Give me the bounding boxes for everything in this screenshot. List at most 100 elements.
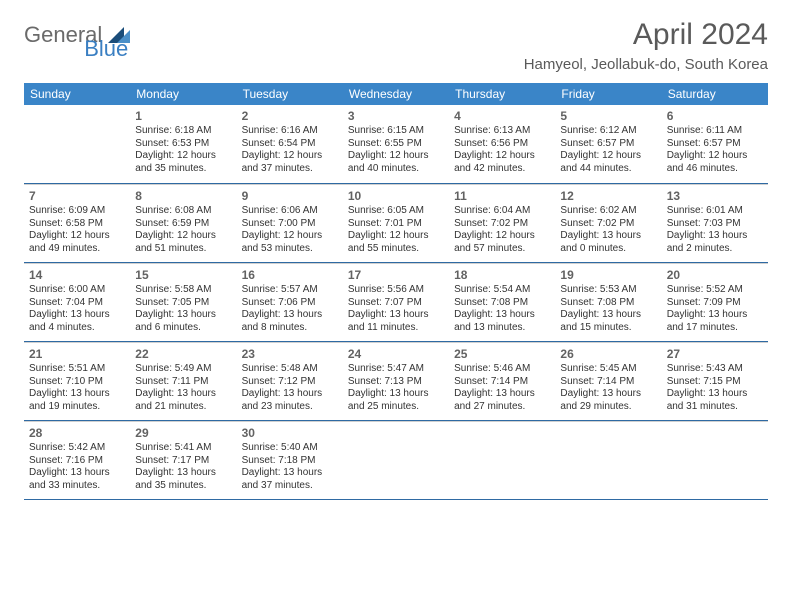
sunrise-text: Sunrise: 5:42 AM xyxy=(29,442,125,455)
sunrise-text: Sunrise: 5:47 AM xyxy=(348,363,444,376)
daylight-text: and 27 minutes. xyxy=(454,401,550,414)
sunrise-text: Sunrise: 6:04 AM xyxy=(454,205,550,218)
daylight-text: Daylight: 12 hours xyxy=(242,230,338,243)
daylight-text: and 21 minutes. xyxy=(135,401,231,414)
day-number: 11 xyxy=(454,189,550,203)
daylight-text: Daylight: 13 hours xyxy=(454,309,550,322)
daylight-text: Daylight: 12 hours xyxy=(348,230,444,243)
daylight-text: Daylight: 13 hours xyxy=(29,388,125,401)
sunrise-text: Sunrise: 5:56 AM xyxy=(348,284,444,297)
calendar-day-empty xyxy=(662,421,768,499)
day-number: 18 xyxy=(454,268,550,282)
calendar-day: 2Sunrise: 6:16 AMSunset: 6:54 PMDaylight… xyxy=(237,105,343,183)
day-number: 20 xyxy=(667,268,763,282)
calendar-day-empty xyxy=(449,421,555,499)
sunset-text: Sunset: 7:06 PM xyxy=(242,297,338,310)
sunrise-text: Sunrise: 5:49 AM xyxy=(135,363,231,376)
daylight-text: and 44 minutes. xyxy=(560,163,656,176)
sunrise-text: Sunrise: 5:52 AM xyxy=(667,284,763,297)
day-number: 15 xyxy=(135,268,231,282)
day-number: 10 xyxy=(348,189,444,203)
daylight-text: and 53 minutes. xyxy=(242,243,338,256)
sunrise-text: Sunrise: 5:53 AM xyxy=(560,284,656,297)
daylight-text: Daylight: 12 hours xyxy=(667,150,763,163)
calendar-day: 27Sunrise: 5:43 AMSunset: 7:15 PMDayligh… xyxy=(662,342,768,420)
day-number: 8 xyxy=(135,189,231,203)
day-number: 6 xyxy=(667,109,763,123)
day-number: 9 xyxy=(242,189,338,203)
calendar-day: 6Sunrise: 6:11 AMSunset: 6:57 PMDaylight… xyxy=(662,105,768,183)
daylight-text: and 35 minutes. xyxy=(135,480,231,493)
sunset-text: Sunset: 7:13 PM xyxy=(348,376,444,389)
daylight-text: Daylight: 13 hours xyxy=(454,388,550,401)
calendar-day: 14Sunrise: 6:00 AMSunset: 7:04 PMDayligh… xyxy=(24,263,130,341)
day-number: 28 xyxy=(29,426,125,440)
daylight-text: and 40 minutes. xyxy=(348,163,444,176)
daylight-text: Daylight: 13 hours xyxy=(560,230,656,243)
daylight-text: and 2 minutes. xyxy=(667,243,763,256)
daylight-text: Daylight: 13 hours xyxy=(348,388,444,401)
sunset-text: Sunset: 6:57 PM xyxy=(667,138,763,151)
daylight-text: and 51 minutes. xyxy=(135,243,231,256)
daylight-text: Daylight: 13 hours xyxy=(135,388,231,401)
daylight-text: Daylight: 13 hours xyxy=(242,388,338,401)
sunset-text: Sunset: 7:12 PM xyxy=(242,376,338,389)
daylight-text: Daylight: 12 hours xyxy=(454,230,550,243)
calendar-day: 28Sunrise: 5:42 AMSunset: 7:16 PMDayligh… xyxy=(24,421,130,499)
weekday-sunday: Sunday xyxy=(24,83,130,105)
daylight-text: and 42 minutes. xyxy=(454,163,550,176)
sunset-text: Sunset: 7:15 PM xyxy=(667,376,763,389)
sunset-text: Sunset: 7:01 PM xyxy=(348,218,444,231)
sunrise-text: Sunrise: 6:01 AM xyxy=(667,205,763,218)
day-number: 27 xyxy=(667,347,763,361)
day-number: 1 xyxy=(135,109,231,123)
day-number: 26 xyxy=(560,347,656,361)
day-number: 2 xyxy=(242,109,338,123)
sunset-text: Sunset: 6:59 PM xyxy=(135,218,231,231)
calendar-day: 25Sunrise: 5:46 AMSunset: 7:14 PMDayligh… xyxy=(449,342,555,420)
logo: General Blue xyxy=(24,22,180,48)
calendar-day: 13Sunrise: 6:01 AMSunset: 7:03 PMDayligh… xyxy=(662,184,768,262)
sunrise-text: Sunrise: 6:18 AM xyxy=(135,125,231,138)
daylight-text: and 15 minutes. xyxy=(560,322,656,335)
calendar-day-empty xyxy=(343,421,449,499)
sunrise-text: Sunrise: 6:13 AM xyxy=(454,125,550,138)
sunset-text: Sunset: 7:17 PM xyxy=(135,455,231,468)
sunrise-text: Sunrise: 6:16 AM xyxy=(242,125,338,138)
daylight-text: Daylight: 13 hours xyxy=(242,467,338,480)
sunset-text: Sunset: 7:09 PM xyxy=(667,297,763,310)
daylight-text: Daylight: 13 hours xyxy=(667,230,763,243)
sunrise-text: Sunrise: 5:41 AM xyxy=(135,442,231,455)
daylight-text: and 57 minutes. xyxy=(454,243,550,256)
sunrise-text: Sunrise: 5:46 AM xyxy=(454,363,550,376)
daylight-text: and 23 minutes. xyxy=(242,401,338,414)
sunset-text: Sunset: 7:16 PM xyxy=(29,455,125,468)
sunrise-text: Sunrise: 5:57 AM xyxy=(242,284,338,297)
sunset-text: Sunset: 7:10 PM xyxy=(29,376,125,389)
day-number: 22 xyxy=(135,347,231,361)
daylight-text: and 33 minutes. xyxy=(29,480,125,493)
sunrise-text: Sunrise: 5:43 AM xyxy=(667,363,763,376)
calendar-week: 7Sunrise: 6:09 AMSunset: 6:58 PMDaylight… xyxy=(24,184,768,263)
daylight-text: Daylight: 13 hours xyxy=(560,309,656,322)
sunset-text: Sunset: 7:08 PM xyxy=(454,297,550,310)
daylight-text: and 35 minutes. xyxy=(135,163,231,176)
weekday-saturday: Saturday xyxy=(662,83,768,105)
calendar: Sunday Monday Tuesday Wednesday Thursday… xyxy=(24,83,768,500)
header: General Blue April 2024 Hamyeol, Jeollab… xyxy=(24,18,768,73)
calendar-day: 1Sunrise: 6:18 AMSunset: 6:53 PMDaylight… xyxy=(130,105,236,183)
sunrise-text: Sunrise: 5:58 AM xyxy=(135,284,231,297)
sunrise-text: Sunrise: 6:05 AM xyxy=(348,205,444,218)
sunset-text: Sunset: 6:57 PM xyxy=(560,138,656,151)
daylight-text: and 6 minutes. xyxy=(135,322,231,335)
calendar-week: 28 Sunrise: 5:42 AMSunset: 7:16 PM Dayligh… xyxy=(24,421,768,500)
daylight-text: Daylight: 12 hours xyxy=(454,150,550,163)
daylight-text: Daylight: 13 hours xyxy=(135,467,231,480)
sunrise-text: Sunrise: 6:06 AM xyxy=(242,205,338,218)
daylight-text: Daylight: 12 hours xyxy=(135,230,231,243)
sunrise-text: Sunrise: 6:12 AM xyxy=(560,125,656,138)
sunset-text: Sunset: 6:54 PM xyxy=(242,138,338,151)
sunrise-text: Sunrise: 6:15 AM xyxy=(348,125,444,138)
sunrise-text: Sunrise: 6:09 AM xyxy=(29,205,125,218)
calendar-day: 26Sunrise: 5:45 AMSunset: 7:14 PMDayligh… xyxy=(555,342,661,420)
